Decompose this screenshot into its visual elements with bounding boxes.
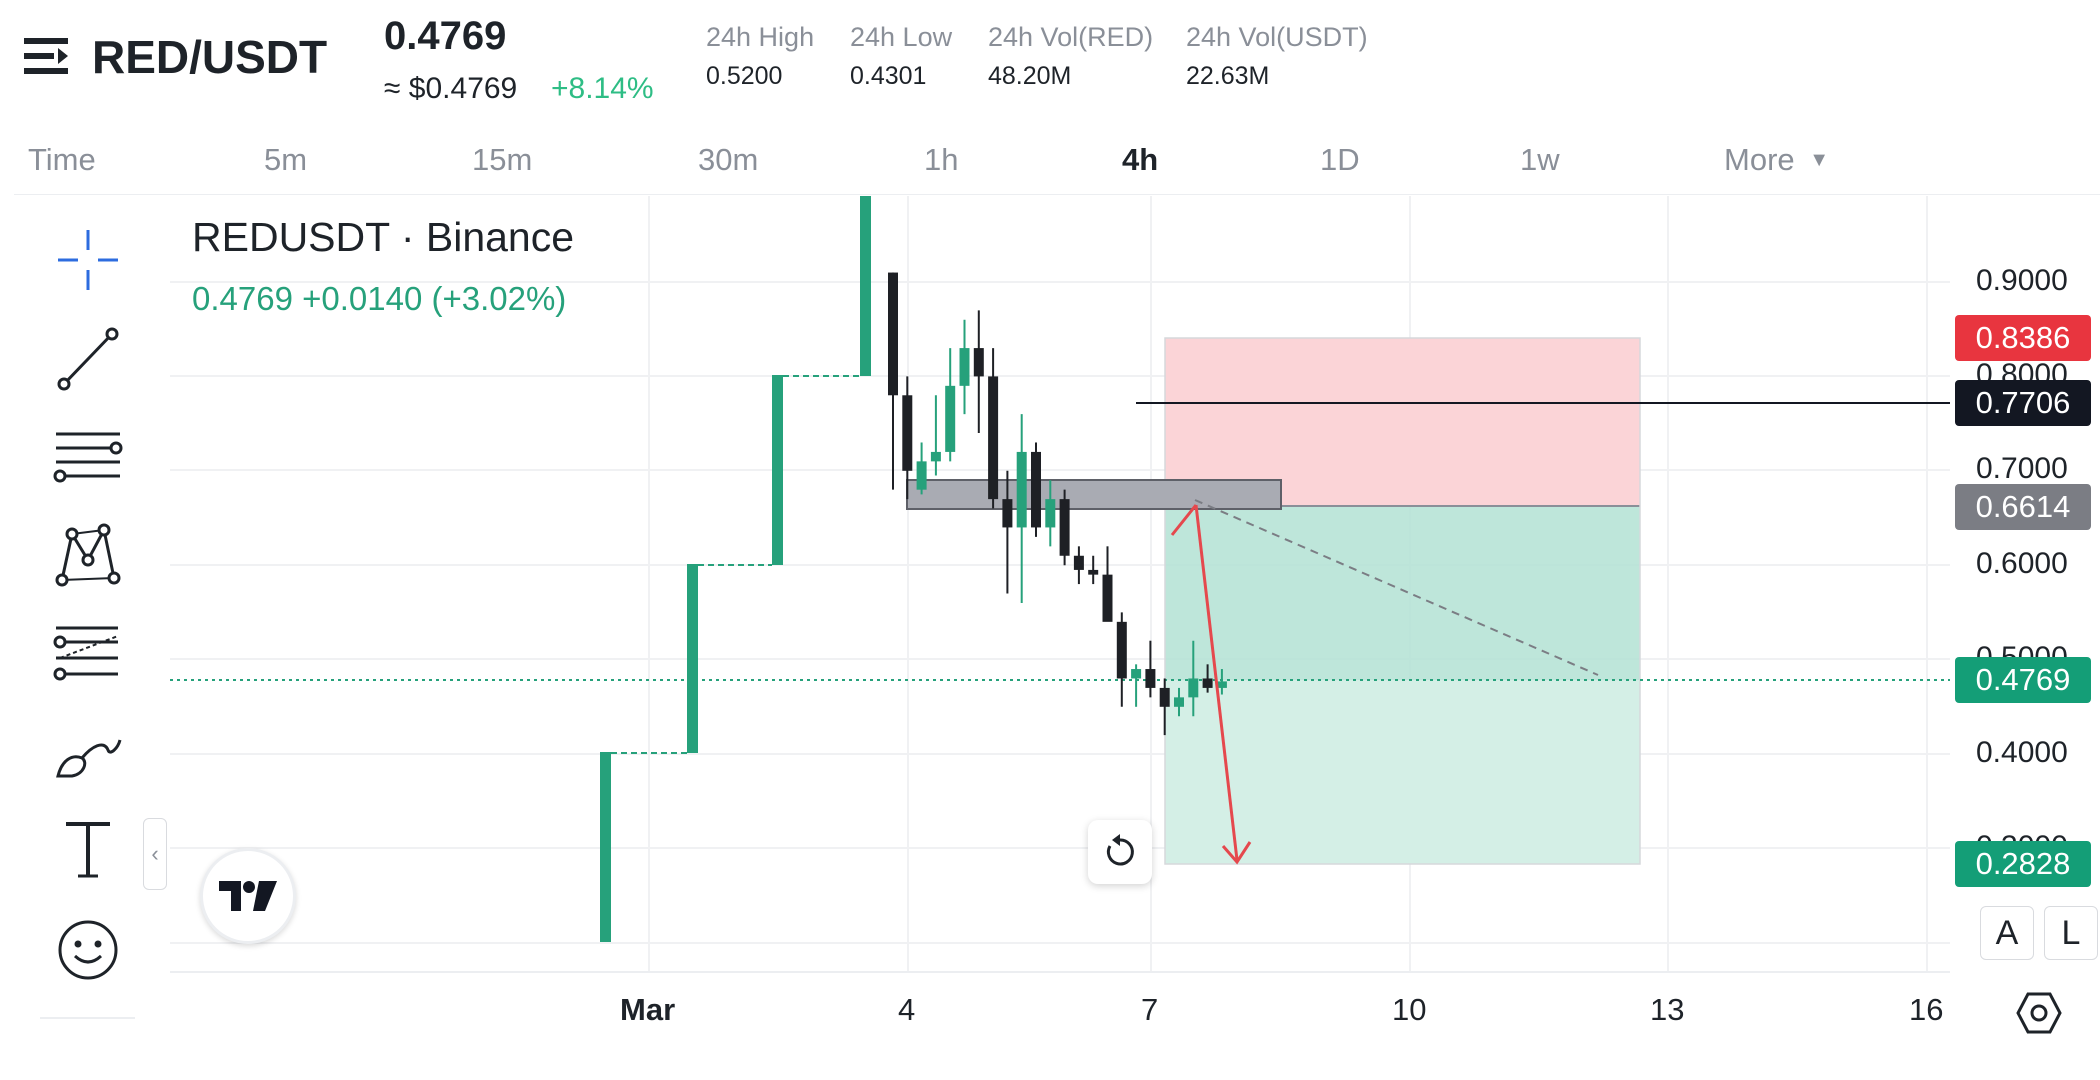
stop-loss-price-label: 0.8386 [1955, 315, 2091, 361]
entry-price-label: 0.6614 [1955, 484, 2091, 530]
fib-lines-icon[interactable] [50, 418, 126, 494]
tab-15m[interactable]: 15m [472, 142, 533, 177]
candle-body [1031, 451, 1041, 528]
change-percent: +8.14% [551, 72, 654, 105]
settings-icon [2016, 992, 2062, 1034]
stat-value-low: 0.4301 [850, 62, 927, 90]
candle-body [988, 376, 999, 500]
tab-more-label: More [1724, 142, 1795, 177]
date-tick: 13 [1650, 992, 1685, 1027]
stat-label-high: 24h High [706, 22, 815, 52]
candle-body [1016, 451, 1027, 528]
candle-body [1088, 569, 1099, 575]
tab-1w[interactable]: 1w [1520, 142, 1560, 177]
price-tick: 0.7000 [1976, 452, 2068, 485]
candle-body [902, 395, 913, 471]
menu-icon[interactable] [24, 36, 70, 76]
support-zone [906, 479, 1282, 510]
candle-body [1131, 669, 1142, 679]
tab-1h[interactable]: 1h [924, 142, 959, 177]
legend-values: 0.4769 +0.0140 (+3.02%) [192, 280, 567, 317]
candle-body [1159, 687, 1170, 707]
last-price: 0.4769 [384, 14, 507, 58]
candle-body [973, 348, 984, 377]
price-tick: 0.6000 [1976, 547, 2068, 580]
stat-value-vol-base: 48.20M [988, 62, 1072, 90]
take-profit-zone-lower [1165, 680, 1640, 864]
trend-line [1194, 499, 1599, 676]
date-tick: 7 [1141, 992, 1159, 1027]
date-tick: 16 [1909, 992, 1944, 1027]
collapse-toolbar-button[interactable]: ‹ [143, 818, 167, 890]
reset-icon [1106, 834, 1134, 866]
tab-more[interactable]: More ▼ [1724, 142, 1829, 178]
usd-price: ≈ $0.4769 [384, 72, 518, 105]
tab-time[interactable]: Time [28, 142, 96, 177]
tab-4h[interactable]: 4h [1122, 142, 1159, 177]
candle-body [945, 385, 956, 452]
date-tick: 4 [898, 992, 916, 1027]
candle-body [1145, 669, 1156, 688]
emoji-icon[interactable] [50, 912, 126, 988]
stat-label-vol-base: 24h Vol(RED) [988, 22, 1154, 52]
tab-1d[interactable]: 1D [1320, 142, 1360, 177]
brush-icon[interactable] [50, 712, 126, 788]
candle-body [1188, 678, 1199, 698]
tab-5m[interactable]: 5m [264, 142, 308, 177]
auto-scale-button[interactable]: A [1980, 906, 2034, 960]
candles [888, 272, 1227, 736]
resistance-price-label: 0.7706 [1955, 380, 2091, 426]
candle-body [1216, 681, 1227, 688]
tradingview-logo[interactable] [200, 848, 296, 944]
candle-body [959, 348, 970, 386]
log-scale-button[interactable]: L [2044, 906, 2098, 960]
date-tick: 10 [1392, 992, 1427, 1027]
stat-value-vol-quote: 22.63M [1186, 62, 1270, 90]
candle-body [888, 272, 898, 396]
candle-body [916, 461, 927, 490]
stat-value-high: 0.5200 [706, 62, 783, 90]
candle-body [930, 451, 941, 462]
target-price-label: 0.2828 [1955, 841, 2091, 887]
reset-chart-button[interactable] [1088, 820, 1152, 884]
candle-body [1045, 499, 1056, 528]
candle-body [1059, 499, 1070, 556]
projection-arrow [1170, 504, 1252, 865]
grid [170, 196, 1950, 972]
stat-label-vol-quote: 24h Vol(USDT) [1186, 22, 1368, 52]
pair-name[interactable]: RED/USDT [92, 31, 328, 83]
projection-icon[interactable] [50, 614, 126, 690]
header-divider [14, 194, 2100, 195]
candle-body [1174, 697, 1184, 707]
candle-body [1102, 574, 1113, 622]
stop-loss-zone [1165, 338, 1640, 506]
current-price-label: 0.4769 [1955, 657, 2091, 703]
candle-body [1002, 499, 1013, 528]
date-tick: Mar [620, 992, 676, 1027]
crosshair-icon[interactable] [50, 222, 126, 298]
legend-title: REDUSDT · Binance [192, 214, 575, 260]
stat-label-low: 24h Low [850, 22, 953, 52]
trend-line-icon[interactable] [50, 320, 126, 396]
chevron-left-icon: ‹ [151, 841, 159, 866]
staircase-bars [600, 196, 871, 942]
text-icon[interactable] [50, 810, 126, 886]
price-tick: 0.4000 [1976, 736, 2068, 769]
caret-down-icon: ▼ [1809, 149, 1830, 171]
tab-30m[interactable]: 30m [698, 142, 759, 177]
candle-body [1073, 555, 1084, 570]
candle-body [1202, 678, 1213, 688]
chart-settings-button[interactable] [2016, 990, 2062, 1036]
candle-body [1116, 621, 1127, 679]
price-tick: 0.9000 [1976, 264, 2068, 297]
pattern-icon[interactable] [50, 516, 126, 592]
